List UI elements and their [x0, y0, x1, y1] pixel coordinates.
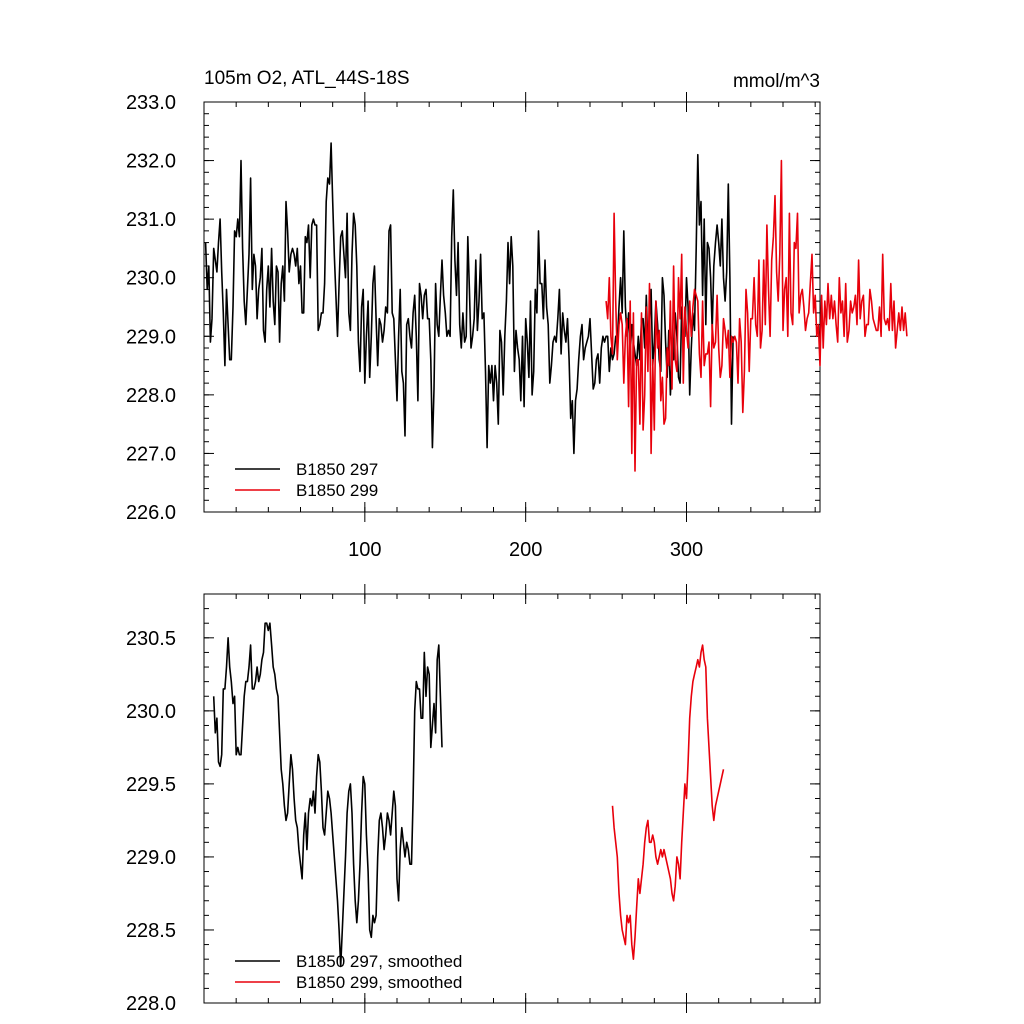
plot-frame [203, 593, 821, 1004]
y-tick-label: 229.0 [126, 326, 176, 348]
y-tick-label: 228.0 [126, 993, 176, 1015]
chart-units-label: mmol/m^3 [733, 71, 820, 92]
top-panel: 100 200 300 226.0 227.0 228.0 229.0 230.0 231.0 2… [126, 92, 908, 561]
bottom-panel: 228.0 228.5 229.0 229.5 230.0 230.5 B1850 297,… [126, 584, 821, 1015]
y-tick-label: 230.0 [126, 268, 176, 290]
x-tick-label: 300 [670, 539, 703, 561]
y-tick-label: 233.0 [126, 92, 176, 114]
x-tick-label: 100 [348, 539, 381, 561]
series-line-1 [611, 644, 725, 961]
chart-title: 105m O2, ATL_44S-18S [204, 68, 410, 89]
series-line-1 [605, 159, 908, 472]
y-tick-label: 227.0 [126, 443, 176, 465]
y-tick-label: 229.5 [126, 774, 176, 796]
x-tick-label: 200 [509, 539, 542, 561]
plot-frame [203, 101, 821, 513]
y-tick-label: 230.5 [126, 628, 176, 650]
y-tick-label: 228.0 [126, 385, 176, 407]
legend-label: B1850 297 [296, 460, 378, 479]
y-tick-label: 228.5 [126, 920, 176, 942]
y-tick-label: 231.0 [126, 209, 176, 231]
legend-label: B1850 299 [296, 481, 378, 500]
y-tick-label: 232.0 [126, 151, 176, 173]
y-tick-label: 226.0 [126, 502, 176, 524]
y-tick-label: 229.0 [126, 847, 176, 869]
legend-label: B1850 299, smoothed [296, 973, 462, 992]
y-tick-label: 230.0 [126, 701, 176, 723]
legend-label: B1850 297, smoothed [296, 952, 462, 971]
series-line-0 [212, 622, 443, 968]
